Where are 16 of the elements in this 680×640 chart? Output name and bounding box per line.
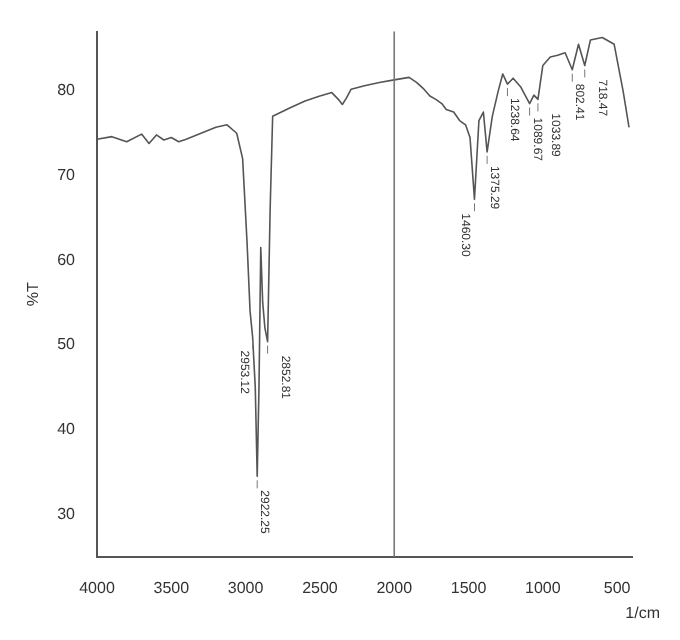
x-tick-label: 1000 [525, 578, 562, 597]
y-axis-title: %T [24, 281, 43, 307]
y-tick-label: 60 [57, 250, 77, 269]
y-tick-label: 80 [57, 81, 77, 100]
x-tick-label: 4000 [79, 578, 116, 597]
x-tick-label: 500 [603, 578, 632, 597]
x-tick-label: 2500 [302, 578, 339, 597]
x-tick-label: 3500 [153, 578, 191, 597]
x-tick-label: 3000 [227, 578, 265, 597]
y-tick-label: 40 [57, 420, 77, 439]
y-tick-label: 30 [57, 504, 77, 523]
y-tick-label: 70 [57, 166, 77, 185]
x-tick-label: 2000 [376, 578, 414, 597]
x-tick-label: 1500 [450, 578, 488, 597]
x-axis-title: 1/cm [625, 604, 661, 623]
y-tick-label: 50 [57, 335, 77, 354]
